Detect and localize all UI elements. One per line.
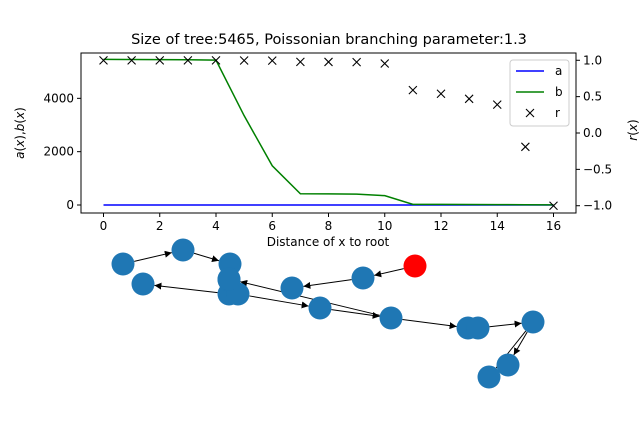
series-point-r <box>100 56 108 64</box>
graph-edge <box>154 285 217 292</box>
x-tick-label: 16 <box>546 219 561 233</box>
graph-edge <box>303 280 351 287</box>
graph-node <box>172 239 195 262</box>
legend-label-a: a <box>555 64 562 78</box>
graph-edge <box>249 296 308 306</box>
y-left-tick-label: 4000 <box>43 91 74 105</box>
series-point-r <box>521 143 529 151</box>
graph-edge <box>134 253 172 262</box>
series-point-r <box>325 58 333 66</box>
series-point-r <box>493 101 501 109</box>
x-tick-label: 0 <box>100 219 108 233</box>
series-point-r <box>381 60 389 68</box>
series-point-r <box>550 202 558 210</box>
chart-title: Size of tree:5465, Poissonian branching … <box>131 32 527 48</box>
plot-frame <box>81 53 576 213</box>
series-point-r <box>437 90 445 98</box>
graph-node <box>522 311 545 334</box>
y-left-tick-label: 0 <box>66 198 74 212</box>
y-ticks-right: −1.0 −0.5 0.0 0.5 1.0 <box>576 53 612 212</box>
graph-node <box>497 354 520 377</box>
graph-root-node <box>404 255 427 278</box>
series-point-r <box>296 58 304 66</box>
series-point-r <box>268 57 276 65</box>
x-axis-label: Distance of x to root <box>267 235 390 249</box>
series-point-r <box>128 56 136 64</box>
y-axis-label-right: r(x) <box>626 119 640 140</box>
y-right-tick-label: −1.0 <box>583 199 612 213</box>
y-right-tick-label: −0.5 <box>583 162 612 176</box>
graph-nodes <box>112 239 545 389</box>
x-tick-label: 4 <box>212 219 220 233</box>
graph-edge <box>374 269 404 276</box>
series-point-r <box>465 95 473 103</box>
y-right-tick-label: 1.0 <box>583 53 602 67</box>
graph-edge <box>194 253 219 260</box>
graph-node <box>309 297 332 320</box>
legend: a b r <box>510 60 569 126</box>
x-tick-label: 10 <box>377 219 392 233</box>
series-layer <box>100 56 558 209</box>
graph-node <box>218 268 241 291</box>
graph-node <box>112 253 135 276</box>
series-point-r <box>353 58 361 66</box>
legend-label-b: b <box>555 85 563 99</box>
graph-node <box>478 366 501 389</box>
x-tick-label: 2 <box>156 219 164 233</box>
x-tick-label: 14 <box>490 219 505 233</box>
graph-node <box>467 317 490 340</box>
graph-edge <box>489 323 521 327</box>
x-ticks: 0 2 4 6 8 10 12 14 16 <box>100 213 561 233</box>
x-tick-label: 6 <box>268 219 276 233</box>
graph-node <box>352 267 375 290</box>
y-left-tick-label: 2000 <box>43 145 74 159</box>
series-point-r <box>409 86 417 94</box>
y-axis-label-left: a(x),b(x) <box>13 107 27 159</box>
legend-label-r: r <box>555 106 560 120</box>
series-point-r <box>240 56 248 64</box>
x-tick-label: 12 <box>433 219 448 233</box>
graph-edge <box>402 319 456 326</box>
graph-node <box>132 273 155 296</box>
graph-node <box>380 307 403 330</box>
x-tick-label: 8 <box>325 219 333 233</box>
y-ticks-left: 0 2000 4000 <box>43 91 81 212</box>
series-line-b <box>104 59 554 205</box>
graph-edge <box>331 310 379 317</box>
graph-node <box>281 277 304 300</box>
y-right-tick-label: 0.5 <box>583 90 602 104</box>
y-right-tick-label: 0.0 <box>583 126 602 140</box>
